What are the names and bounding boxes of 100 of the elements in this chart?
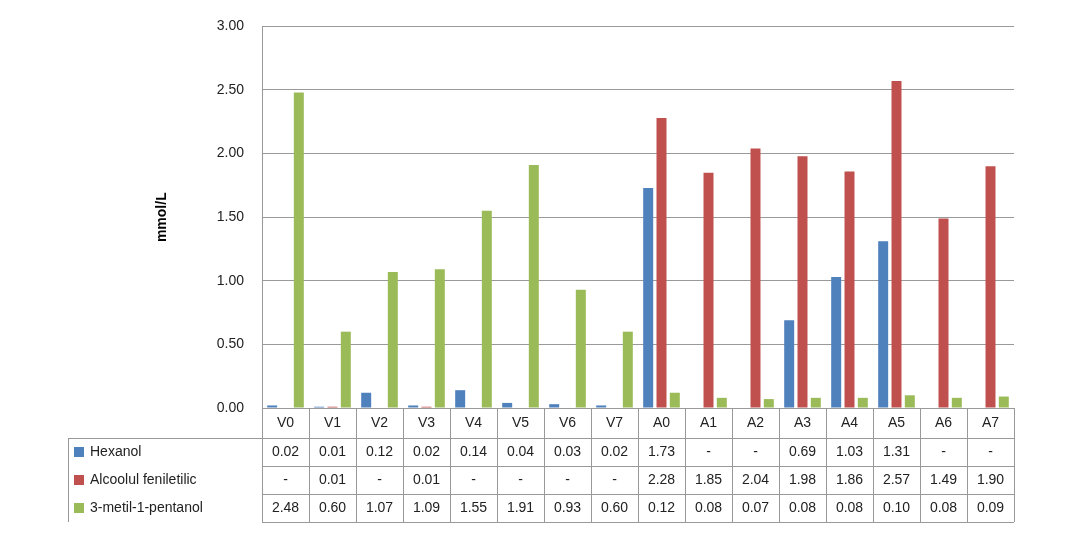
bar	[891, 81, 902, 408]
bar	[549, 404, 560, 408]
x-tick-label: V4	[464, 414, 483, 431]
bar	[502, 402, 513, 408]
data-label: 1.85	[694, 470, 723, 487]
bar	[575, 289, 586, 408]
x-tick-label: A0	[652, 414, 671, 431]
bar	[340, 331, 351, 408]
bar	[797, 156, 808, 408]
data-label: 0.02	[271, 442, 300, 459]
y-tick-label: 2.50	[216, 80, 245, 97]
data-label: 0.12	[365, 442, 394, 459]
y-tick-label: 3.00	[216, 17, 245, 34]
text: -	[988, 442, 993, 459]
bar	[455, 390, 466, 408]
data-label: 0.07	[741, 498, 770, 515]
data-label: 0.08	[694, 498, 723, 515]
data-label: 0.01	[318, 442, 347, 459]
data-label: 1.09	[412, 498, 441, 515]
y-tick-label: 1.00	[216, 271, 245, 288]
data-label: 0.12	[647, 498, 676, 515]
data-label: 2.48	[271, 498, 300, 515]
x-tick-label: A1	[699, 414, 718, 431]
bar	[951, 397, 962, 408]
data-label: 0.10	[882, 498, 911, 515]
bar	[361, 392, 372, 408]
text: -	[612, 470, 617, 487]
data-label: 0.09	[976, 498, 1005, 515]
data-label: 2.04	[741, 470, 770, 487]
bar	[596, 405, 607, 408]
data-label: 0.03	[553, 442, 582, 459]
y-tick-label: 0.00	[216, 398, 245, 415]
x-tick-label: V5	[511, 414, 530, 431]
data-label: 0.60	[318, 498, 347, 515]
data-label: 0.08	[788, 498, 817, 515]
x-tick-label: A2	[746, 414, 765, 431]
bar	[831, 276, 842, 408]
y-tick-label: 2.00	[216, 144, 245, 161]
bar	[716, 397, 727, 408]
data-label: 2.57	[882, 470, 911, 487]
y-tick-label: 1.50	[216, 208, 245, 225]
bar	[784, 320, 795, 408]
data-label: 0.08	[835, 498, 864, 515]
data-label: 2.28	[647, 470, 676, 487]
x-tick-label: A3	[793, 414, 812, 431]
x-tick-label: A4	[840, 414, 859, 431]
bar	[810, 397, 821, 408]
x-tick-label: A6	[934, 414, 953, 431]
legend-label: 3-metil-1-pentanol	[90, 498, 203, 515]
data-label: 0.93	[553, 498, 582, 515]
bar	[844, 171, 855, 408]
data-label: 0.60	[600, 498, 629, 515]
data-label: 1.07	[365, 498, 394, 515]
bar	[434, 269, 445, 408]
data-label: 1.49	[929, 470, 958, 487]
text: -	[941, 442, 946, 459]
data-label: 1.73	[647, 442, 676, 459]
bar	[656, 117, 667, 408]
bar	[998, 396, 1009, 408]
bar	[481, 210, 492, 408]
data-label: 1.31	[882, 442, 911, 459]
y-tick-label: 0.50	[216, 335, 245, 352]
bar	[763, 399, 774, 408]
bar	[878, 241, 889, 408]
data-label: 1.91	[506, 498, 535, 515]
bar	[750, 148, 761, 408]
bar	[408, 405, 419, 408]
text: -	[471, 470, 476, 487]
bar	[387, 271, 398, 408]
x-tick-label: V2	[370, 414, 389, 431]
x-tick-label: V7	[605, 414, 624, 431]
text: -	[518, 470, 523, 487]
text: -	[377, 470, 382, 487]
data-label: 1.86	[835, 470, 864, 487]
bar	[904, 395, 915, 408]
x-tick-label: V0	[276, 414, 295, 431]
legend-label: Hexanol	[90, 442, 142, 459]
x-tick-label: V3	[417, 414, 436, 431]
data-label: 1.90	[976, 470, 1005, 487]
data-label: 1.03	[835, 442, 864, 459]
data-label: 0.04	[506, 442, 535, 459]
data-label: 0.02	[600, 442, 629, 459]
bar	[293, 92, 304, 408]
bar	[857, 397, 868, 408]
data-label: 0.01	[412, 470, 441, 487]
bar	[643, 187, 654, 408]
y-axis-title: mmol/L	[153, 191, 170, 243]
text: -	[753, 442, 758, 459]
x-tick-label: A7	[981, 414, 1000, 431]
x-tick-label: V6	[558, 414, 577, 431]
legend-label: Alcoolul feniletilic	[90, 470, 197, 487]
bar	[528, 165, 539, 408]
data-label: 0.69	[788, 442, 817, 459]
data-label: 0.02	[412, 442, 441, 459]
bar	[267, 405, 278, 408]
bar	[622, 331, 633, 408]
x-tick-label: A5	[887, 414, 906, 431]
data-label: 0.14	[459, 442, 488, 459]
text: -	[283, 470, 288, 487]
data-label: 1.55	[459, 498, 488, 515]
